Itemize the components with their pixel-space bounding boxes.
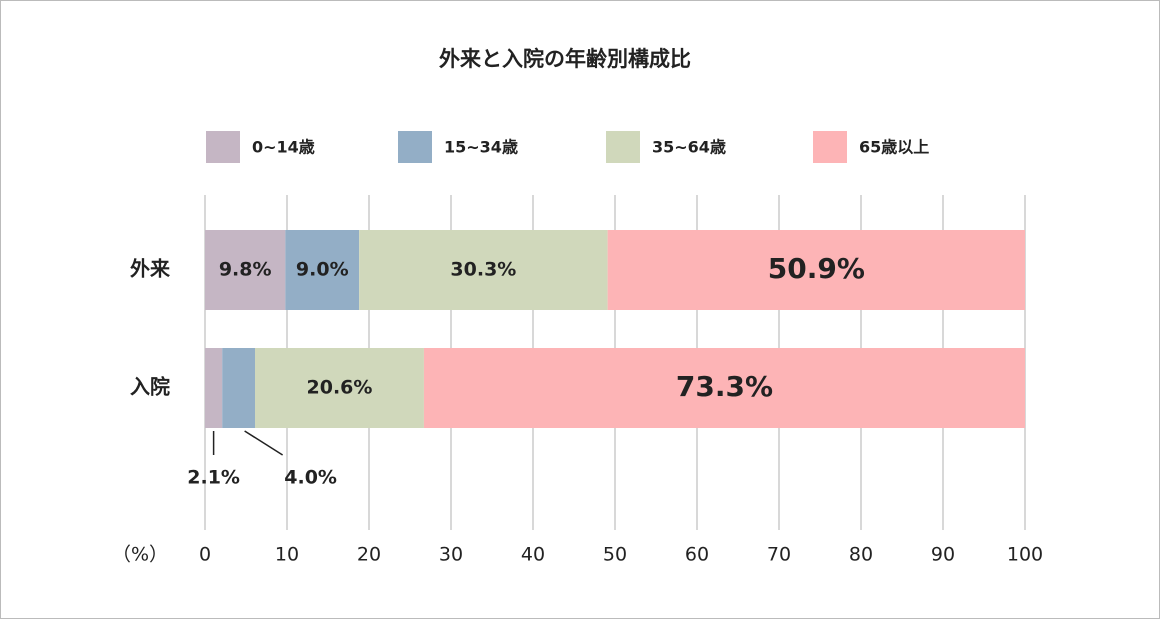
legend-label: 0~14歳 — [252, 138, 315, 157]
bar-segment — [205, 230, 286, 310]
chart-title: 外来と入院の年齢別構成比 — [439, 47, 691, 71]
y-tick-label: 入院 — [130, 375, 170, 399]
x-axis-label: （%） — [112, 544, 168, 566]
data-label: 2.1% — [187, 467, 240, 489]
legend-swatch — [398, 131, 432, 163]
x-tick-label: 80 — [849, 544, 873, 566]
legend-label: 35~64歳 — [652, 138, 726, 157]
x-tick-label: 50 — [603, 544, 627, 566]
data-label: 9.0% — [296, 259, 349, 281]
bar-segment — [222, 348, 256, 428]
x-tick-label: 20 — [357, 544, 381, 566]
x-tick-label: 30 — [439, 544, 463, 566]
x-tick-label: 60 — [685, 544, 709, 566]
data-label: 50.9% — [768, 252, 865, 285]
x-tick-label: 10 — [275, 544, 299, 566]
data-label: 30.3% — [450, 259, 516, 281]
x-tick-label: 70 — [767, 544, 791, 566]
bar-segment — [423, 348, 1025, 428]
bar-segment — [359, 230, 608, 310]
bar-segment — [205, 348, 223, 428]
bar-segment — [607, 230, 1025, 310]
legend-swatch — [813, 131, 847, 163]
data-label: 20.6% — [307, 377, 373, 399]
y-tick-label: 外来 — [130, 257, 171, 281]
x-tick-label: 0 — [199, 544, 211, 566]
data-label: 73.3% — [676, 370, 773, 403]
legend-label: 65歳以上 — [859, 138, 929, 157]
callout-line — [244, 430, 284, 456]
legend-swatch — [606, 131, 640, 163]
x-tick-label: 90 — [931, 544, 955, 566]
x-tick-label: 40 — [521, 544, 545, 566]
legend-label: 15~34歳 — [444, 138, 518, 157]
data-label: 9.8% — [219, 259, 272, 281]
x-tick-label: 100 — [1007, 544, 1043, 566]
legend-swatch — [206, 131, 240, 163]
bar-segment — [285, 230, 360, 310]
data-label: 4.0% — [284, 467, 337, 489]
bar-segment — [255, 348, 424, 428]
